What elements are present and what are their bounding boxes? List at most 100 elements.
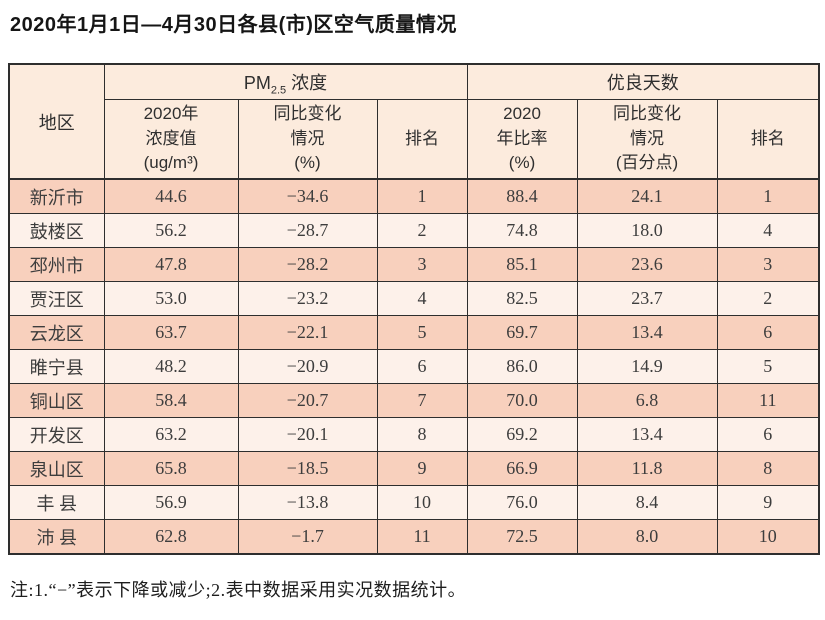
- cell-good-rank: 5: [716, 349, 820, 384]
- table-body: 新沂市 44.6 −34.6 1 88.4 24.1 1 鼓楼区 56.2 −2…: [8, 178, 820, 555]
- cell-pm25-change: −22.1: [237, 315, 378, 350]
- cell-region: 云龙区: [8, 315, 105, 350]
- cell-pm25-change: −23.2: [237, 281, 378, 316]
- cell-pm25-change: −18.5: [237, 451, 378, 486]
- cell-region: 贾汪区: [8, 281, 105, 316]
- cell-good-change: 23.6: [576, 247, 718, 282]
- header-pm25-change: 同比变化 情况 (%): [237, 99, 378, 180]
- cell-good-rate: 86.0: [466, 349, 578, 384]
- cell-good-rank: 1: [716, 178, 820, 214]
- table-header: 地区 PM2.5 浓度 优良天数 2020年 浓度值 (ug/m³) 同比变化 …: [8, 63, 820, 180]
- cell-pm25-rank: 2: [376, 213, 468, 248]
- page: 2020年1月1日—4月30日各县(市)区空气质量情况 地区 PM2.5 浓度 …: [8, 14, 821, 600]
- cell-pm25-change: −28.2: [237, 247, 378, 282]
- cell-pm25-change: −1.7: [237, 519, 378, 555]
- cell-region: 睢宁县: [8, 349, 105, 384]
- header-region: 地区: [8, 63, 105, 180]
- cell-good-change: 14.9: [576, 349, 718, 384]
- cell-region: 邳州市: [8, 247, 105, 282]
- cell-pm25-rank: 4: [376, 281, 468, 316]
- cell-pm25-change: −13.8: [237, 485, 378, 520]
- cell-good-rank: 6: [716, 315, 820, 350]
- header-group-row: 地区 PM2.5 浓度 优良天数: [8, 63, 820, 180]
- cell-pm25-value: 56.2: [103, 213, 239, 248]
- cell-region: 沛 县: [8, 519, 105, 555]
- cell-good-change: 11.8: [576, 451, 718, 486]
- cell-pm25-value: 48.2: [103, 349, 239, 384]
- table-row: 新沂市 44.6 −34.6 1 88.4 24.1 1: [8, 178, 820, 214]
- table-row: 鼓楼区 56.2 −28.7 2 74.8 18.0 4: [8, 213, 820, 248]
- cell-pm25-rank: 9: [376, 451, 468, 486]
- cell-pm25-rank: 3: [376, 247, 468, 282]
- table-row: 邳州市 47.8 −28.2 3 85.1 23.6 3: [8, 247, 820, 282]
- cell-good-rate: 69.2: [466, 417, 578, 452]
- cell-region: 泉山区: [8, 451, 105, 486]
- cell-pm25-value: 44.6: [103, 178, 239, 214]
- cell-pm25-rank: 7: [376, 383, 468, 418]
- cell-pm25-value: 62.8: [103, 519, 239, 555]
- cell-good-rank: 10: [716, 519, 820, 555]
- header-good-days-group: 优良天数: [466, 63, 820, 100]
- cell-pm25-value: 56.9: [103, 485, 239, 520]
- cell-good-rate: 74.8: [466, 213, 578, 248]
- cell-region: 鼓楼区: [8, 213, 105, 248]
- header-pm25-value: 2020年 浓度值 (ug/m³): [103, 99, 239, 180]
- cell-pm25-rank: 1: [376, 178, 468, 214]
- header-pm25-group: PM2.5 浓度: [103, 63, 468, 100]
- cell-pm25-value: 58.4: [103, 383, 239, 418]
- cell-pm25-value: 53.0: [103, 281, 239, 316]
- cell-good-change: 6.8: [576, 383, 718, 418]
- cell-good-rate: 88.4: [466, 178, 578, 214]
- cell-good-rate: 85.1: [466, 247, 578, 282]
- header-good-change: 同比变化 情况 (百分点): [576, 99, 718, 180]
- cell-good-rank: 8: [716, 451, 820, 486]
- cell-good-rank: 2: [716, 281, 820, 316]
- table-row: 泉山区 65.8 −18.5 9 66.9 11.8 8: [8, 451, 820, 486]
- cell-good-change: 23.7: [576, 281, 718, 316]
- cell-good-change: 8.0: [576, 519, 718, 555]
- table-row: 丰 县 56.9 −13.8 10 76.0 8.4 9: [8, 485, 820, 520]
- cell-pm25-value: 65.8: [103, 451, 239, 486]
- cell-good-rank: 9: [716, 485, 820, 520]
- cell-pm25-rank: 11: [376, 519, 468, 555]
- cell-good-rate: 66.9: [466, 451, 578, 486]
- cell-pm25-change: −20.7: [237, 383, 378, 418]
- cell-good-change: 18.0: [576, 213, 718, 248]
- cell-good-rate: 82.5: [466, 281, 578, 316]
- cell-pm25-change: −20.9: [237, 349, 378, 384]
- header-sub-row: 2020年 浓度值 (ug/m³) 同比变化 情况 (%) 排名 2020 年比…: [9, 99, 820, 180]
- cell-pm25-change: −34.6: [237, 178, 378, 214]
- cell-pm25-value: 47.8: [103, 247, 239, 282]
- cell-good-rate: 69.7: [466, 315, 578, 350]
- cell-good-rank: 3: [716, 247, 820, 282]
- cell-pm25-value: 63.2: [103, 417, 239, 452]
- cell-pm25-rank: 6: [376, 349, 468, 384]
- air-quality-table: 地区 PM2.5 浓度 优良天数 2020年 浓度值 (ug/m³) 同比变化 …: [8, 63, 821, 555]
- table-row: 开发区 63.2 −20.1 8 69.2 13.4 6: [8, 417, 820, 452]
- header-good-rate: 2020 年比率 (%): [466, 99, 578, 180]
- cell-good-rank: 11: [716, 383, 820, 418]
- cell-region: 丰 县: [8, 485, 105, 520]
- page-title: 2020年1月1日—4月30日各县(市)区空气质量情况: [10, 14, 457, 36]
- cell-good-change: 24.1: [576, 178, 718, 214]
- table-row: 贾汪区 53.0 −23.2 4 82.5 23.7 2: [8, 281, 820, 316]
- table-row: 云龙区 63.7 −22.1 5 69.7 13.4 6: [8, 315, 820, 350]
- table-row: 沛 县 62.8 −1.7 11 72.5 8.0 10: [8, 519, 820, 555]
- cell-good-change: 8.4: [576, 485, 718, 520]
- header-pm25-rank: 排名: [376, 99, 468, 180]
- cell-good-change: 13.4: [576, 315, 718, 350]
- cell-good-rate: 70.0: [466, 383, 578, 418]
- cell-pm25-change: −28.7: [237, 213, 378, 248]
- table-row: 铜山区 58.4 −20.7 7 70.0 6.8 11: [8, 383, 820, 418]
- cell-region: 铜山区: [8, 383, 105, 418]
- cell-good-rank: 4: [716, 213, 820, 248]
- header-good-rank: 排名: [716, 99, 820, 180]
- table-row: 睢宁县 48.2 −20.9 6 86.0 14.9 5: [8, 349, 820, 384]
- cell-region: 开发区: [8, 417, 105, 452]
- cell-pm25-rank: 5: [376, 315, 468, 350]
- cell-good-rate: 76.0: [466, 485, 578, 520]
- cell-pm25-rank: 8: [376, 417, 468, 452]
- cell-good-change: 13.4: [576, 417, 718, 452]
- cell-pm25-value: 63.7: [103, 315, 239, 350]
- pm25-prefix: PM: [243, 73, 271, 93]
